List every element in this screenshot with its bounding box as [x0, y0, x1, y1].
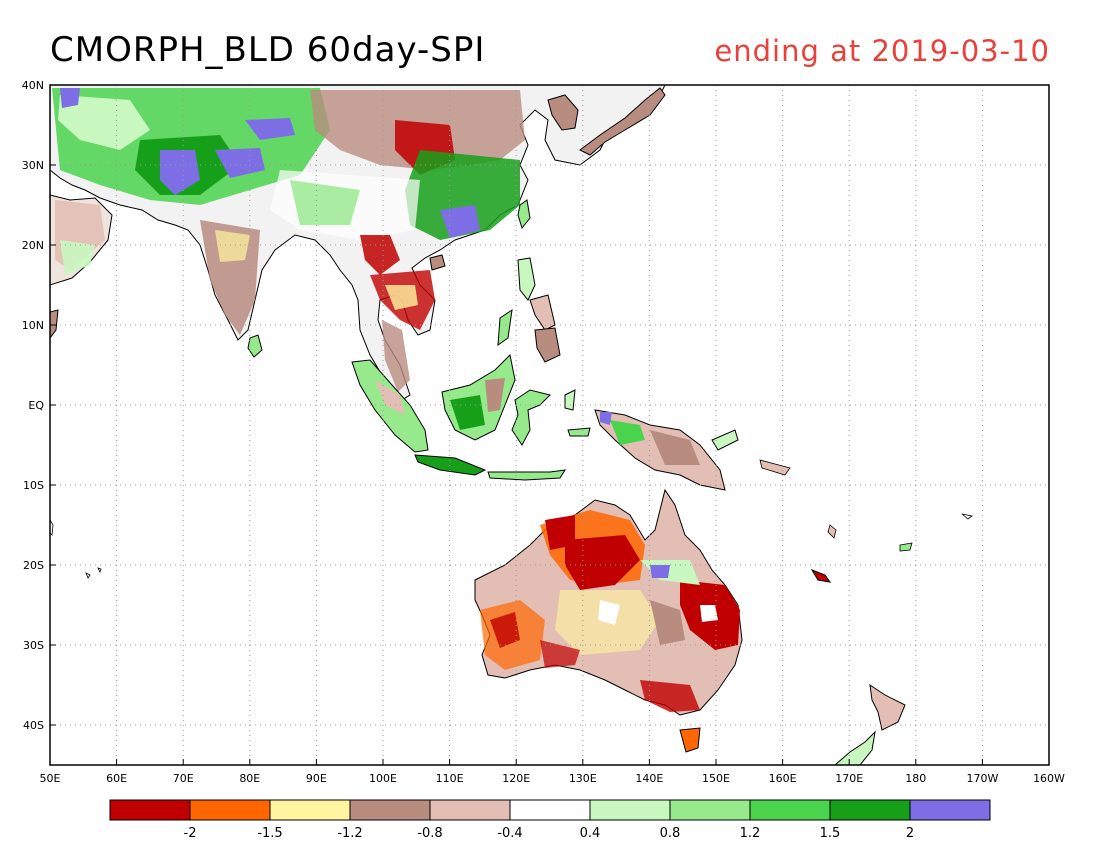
legend-swatch: [509, 799, 591, 821]
lat-label: 20N: [22, 239, 44, 252]
lon-label: 130E: [569, 772, 597, 785]
land-hainan: [429, 254, 446, 271]
land-maluku: [564, 389, 576, 411]
map-date-subtitle: ending at 2019-03-10: [714, 34, 1050, 68]
lon-label: 170E: [835, 772, 863, 785]
latitude-labels: 40N 30N 20N 10N EQ 10S 20S 30S 40S: [22, 79, 56, 732]
asia-spi-patches: [52, 88, 525, 392]
legend-swatch: [109, 799, 191, 821]
lon-label: 110E: [436, 772, 464, 785]
lon-label: 140E: [635, 772, 663, 785]
legend-swatch: [429, 799, 511, 821]
lat-label: 20S: [23, 559, 44, 572]
legend-label: -1.2: [337, 826, 362, 841]
legend-swatch: [909, 799, 991, 821]
land-solomons: [759, 459, 791, 476]
map-grid: [50, 85, 1049, 765]
legend-swatch: [749, 799, 831, 821]
lon-label: 160W: [1033, 772, 1065, 785]
legend-swatch: [589, 799, 671, 821]
legend-label: 0.4: [580, 826, 601, 841]
lon-label: 120E: [502, 772, 530, 785]
legend-label: 1.5: [820, 826, 841, 841]
lon-label: 160E: [769, 772, 797, 785]
lat-label: 30N: [22, 159, 44, 172]
map-content: [50, 85, 973, 765]
legend-label: 1.2: [740, 826, 761, 841]
land-korea: [547, 94, 579, 131]
legend-label: -2: [184, 826, 197, 841]
land-japan: [579, 87, 666, 156]
longitude-labels: 50E 60E 70E 80E 90E 100E 110E 120E 130E 140E 150E 1…: [40, 759, 1065, 785]
land-new-zealand-south: [834, 730, 876, 765]
land-sulawesi: [511, 389, 551, 446]
land-fiji: [899, 542, 913, 552]
lon-label: 180: [905, 772, 926, 785]
legend-label: 2: [906, 826, 914, 841]
lat-label: 40S: [23, 719, 44, 732]
land-new-britain: [711, 429, 739, 451]
map-title: CMORPH_BLD 60day-SPI: [50, 30, 486, 70]
land-lesser-sunda: [487, 469, 566, 481]
color-legend: -2 -1.5 -1.2 -0.8 -0.4 0.4 0.8 1.2 1.5 2: [109, 799, 991, 841]
land-new-caledonia: [810, 569, 832, 583]
legend-swatch: [189, 799, 271, 821]
lon-label: 90E: [306, 772, 327, 785]
lat-label: 30S: [23, 639, 44, 652]
lat-label: 10N: [22, 319, 44, 332]
lon-label: 170W: [966, 772, 998, 785]
lat-label: 10S: [23, 479, 44, 492]
lat-label: EQ: [28, 399, 44, 412]
legend-label: -0.8: [417, 826, 442, 841]
land-samoa: [961, 513, 973, 520]
land-new-zealand-north: [869, 683, 906, 731]
legend-label: -1.5: [257, 826, 282, 841]
australia-spi-patches: [480, 510, 740, 712]
lon-label: 50E: [40, 772, 61, 785]
legend-swatch: [669, 799, 751, 821]
lon-label: 80E: [239, 772, 260, 785]
lon-label: 60E: [106, 772, 127, 785]
land-horn-africa: [50, 309, 59, 339]
legend-swatch: [349, 799, 431, 821]
legend-swatch: [269, 799, 351, 821]
lon-label: 100E: [369, 772, 397, 785]
lat-label: 40N: [22, 79, 44, 92]
lon-label: 150E: [702, 772, 730, 785]
land-sri-lanka: [247, 334, 263, 358]
land-taiwan: [517, 199, 531, 230]
land-tasmania: [679, 727, 701, 753]
land-mascarene: [85, 567, 102, 579]
land-vanuatu: [827, 524, 837, 539]
legend-label: 0.8: [660, 826, 681, 841]
land-philippines: [497, 257, 561, 363]
lon-label: 70E: [173, 772, 194, 785]
map-frame: [49, 84, 1050, 766]
legend-label: -0.4: [497, 826, 522, 841]
legend-swatch: [829, 799, 911, 821]
